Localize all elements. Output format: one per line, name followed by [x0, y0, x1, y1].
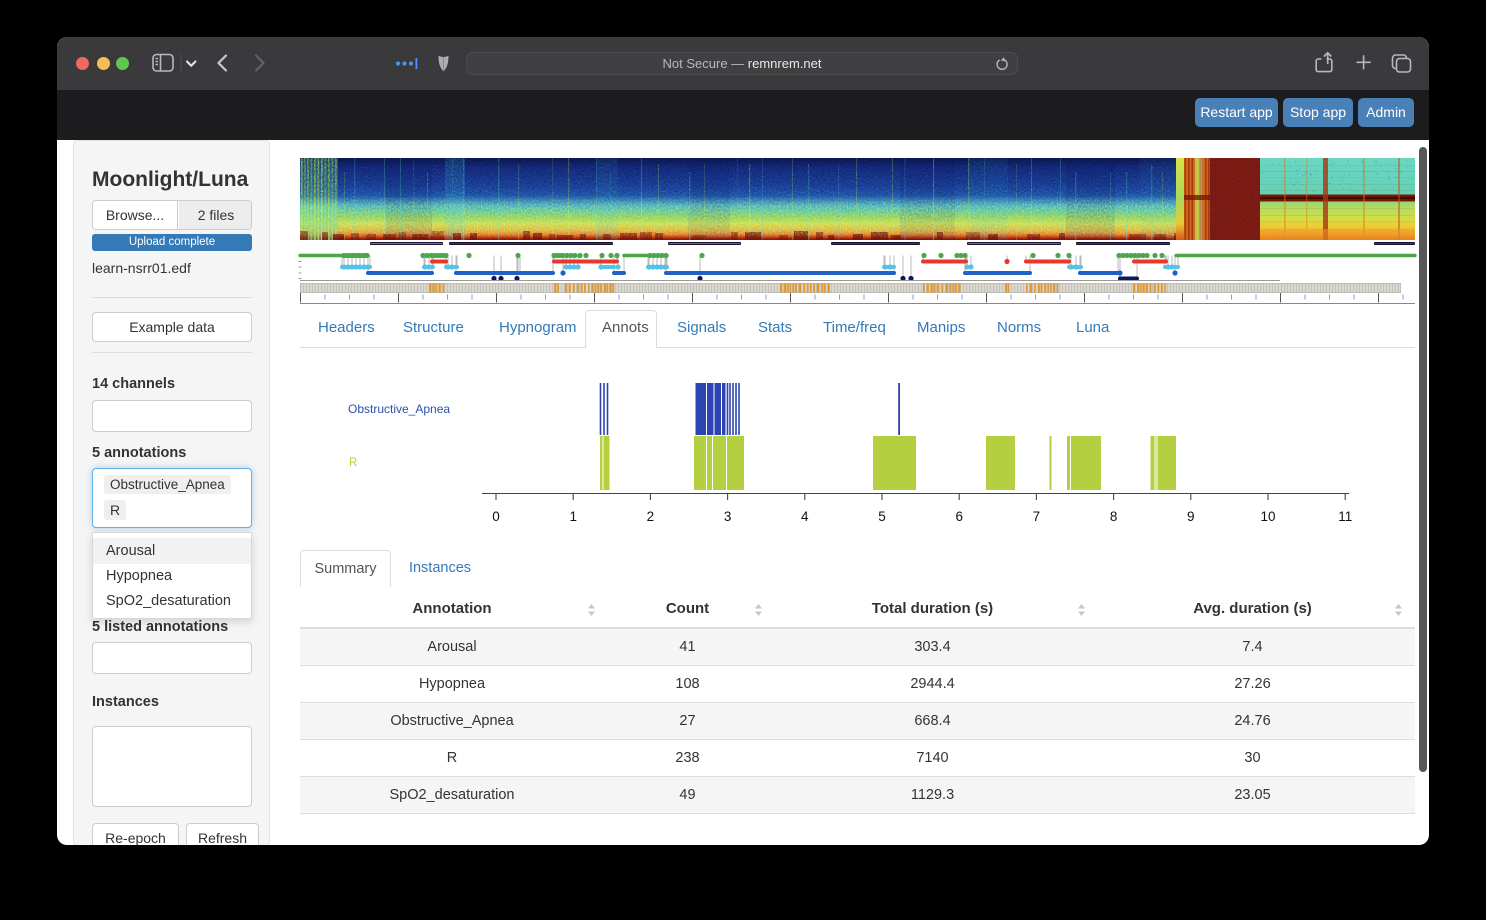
svg-text:1: 1: [569, 509, 577, 524]
svg-text:Obstructive_Apnea: Obstructive_Apnea: [348, 402, 450, 416]
svg-text:9: 9: [1187, 509, 1195, 524]
svg-text:10: 10: [1260, 509, 1275, 524]
svg-text:4: 4: [801, 509, 809, 524]
svg-text:R: R: [349, 457, 357, 469]
svg-text:6: 6: [955, 509, 963, 524]
svg-text:0: 0: [492, 509, 500, 524]
svg-text:8: 8: [1110, 509, 1118, 524]
svg-text:2: 2: [647, 509, 655, 524]
svg-text:7: 7: [1033, 509, 1041, 524]
svg-text:3: 3: [724, 509, 732, 524]
svg-text:11: 11: [1338, 509, 1352, 524]
svg-text:5: 5: [878, 509, 886, 524]
